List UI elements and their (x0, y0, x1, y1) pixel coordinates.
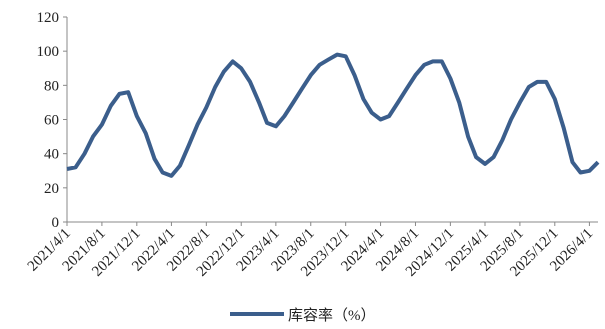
y-tick-label: 60 (44, 113, 59, 129)
y-tick-label: 20 (44, 181, 59, 197)
y-tick-label: 100 (37, 44, 60, 60)
y-tick-label: 120 (37, 10, 60, 26)
y-tick-label: 0 (52, 215, 60, 231)
legend-label: 库容率（%） (288, 307, 376, 324)
line (66, 52, 600, 178)
y-tick-label: 40 (44, 147, 59, 163)
y-tick-label: 80 (44, 78, 59, 94)
